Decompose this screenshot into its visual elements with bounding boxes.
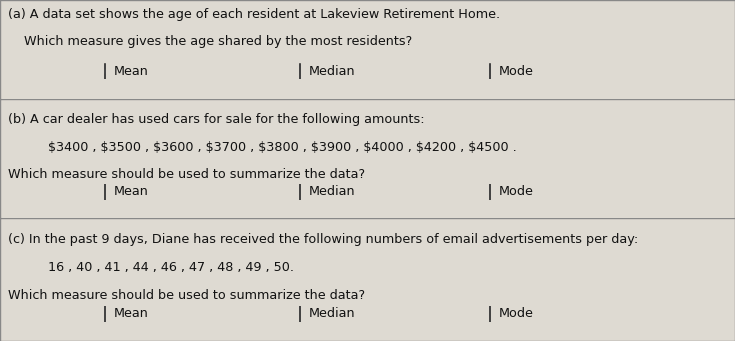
Text: Median: Median bbox=[309, 186, 356, 198]
Text: 16 , 40 , 41 , 44 , 46 , 47 , 48 , 49 , 50.: 16 , 40 , 41 , 44 , 46 , 47 , 48 , 49 , … bbox=[8, 261, 294, 274]
Text: Median: Median bbox=[309, 65, 356, 78]
Text: Which measure should be used to summarize the data?: Which measure should be used to summariz… bbox=[8, 168, 365, 181]
Text: Mean: Mean bbox=[114, 308, 149, 321]
Text: Mean: Mean bbox=[114, 65, 149, 78]
Text: Mean: Mean bbox=[114, 186, 149, 198]
Text: Median: Median bbox=[309, 308, 356, 321]
Text: (c) In the past 9 days, Diane has received the following numbers of email advert: (c) In the past 9 days, Diane has receiv… bbox=[8, 233, 638, 246]
Text: $3400 , $3500 , $3600 , $3700 , $3800 , $3900 , $4000 , $4200 , $4500 .: $3400 , $3500 , $3600 , $3700 , $3800 , … bbox=[8, 140, 517, 154]
Text: (a) A data set shows the age of each resident at Lakeview Retirement Home.: (a) A data set shows the age of each res… bbox=[8, 8, 500, 21]
Text: Which measure should be used to summarize the data?: Which measure should be used to summariz… bbox=[8, 290, 365, 302]
Text: Mode: Mode bbox=[499, 186, 534, 198]
Text: Which measure gives the age shared by the most residents?: Which measure gives the age shared by th… bbox=[8, 34, 412, 48]
Text: Mode: Mode bbox=[499, 308, 534, 321]
Text: Mode: Mode bbox=[499, 65, 534, 78]
Text: (b) A car dealer has used cars for sale for the following amounts:: (b) A car dealer has used cars for sale … bbox=[8, 113, 425, 126]
